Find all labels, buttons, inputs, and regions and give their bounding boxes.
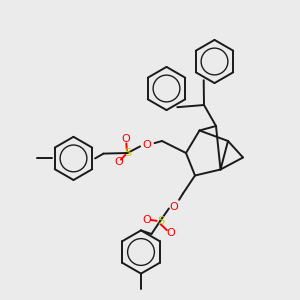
Text: O: O [166, 227, 175, 238]
Text: O: O [142, 140, 152, 151]
Text: O: O [142, 214, 152, 225]
Text: O: O [122, 134, 130, 145]
Text: S: S [157, 215, 164, 226]
Text: S: S [124, 148, 131, 158]
Text: O: O [169, 202, 178, 212]
Text: O: O [114, 157, 123, 167]
